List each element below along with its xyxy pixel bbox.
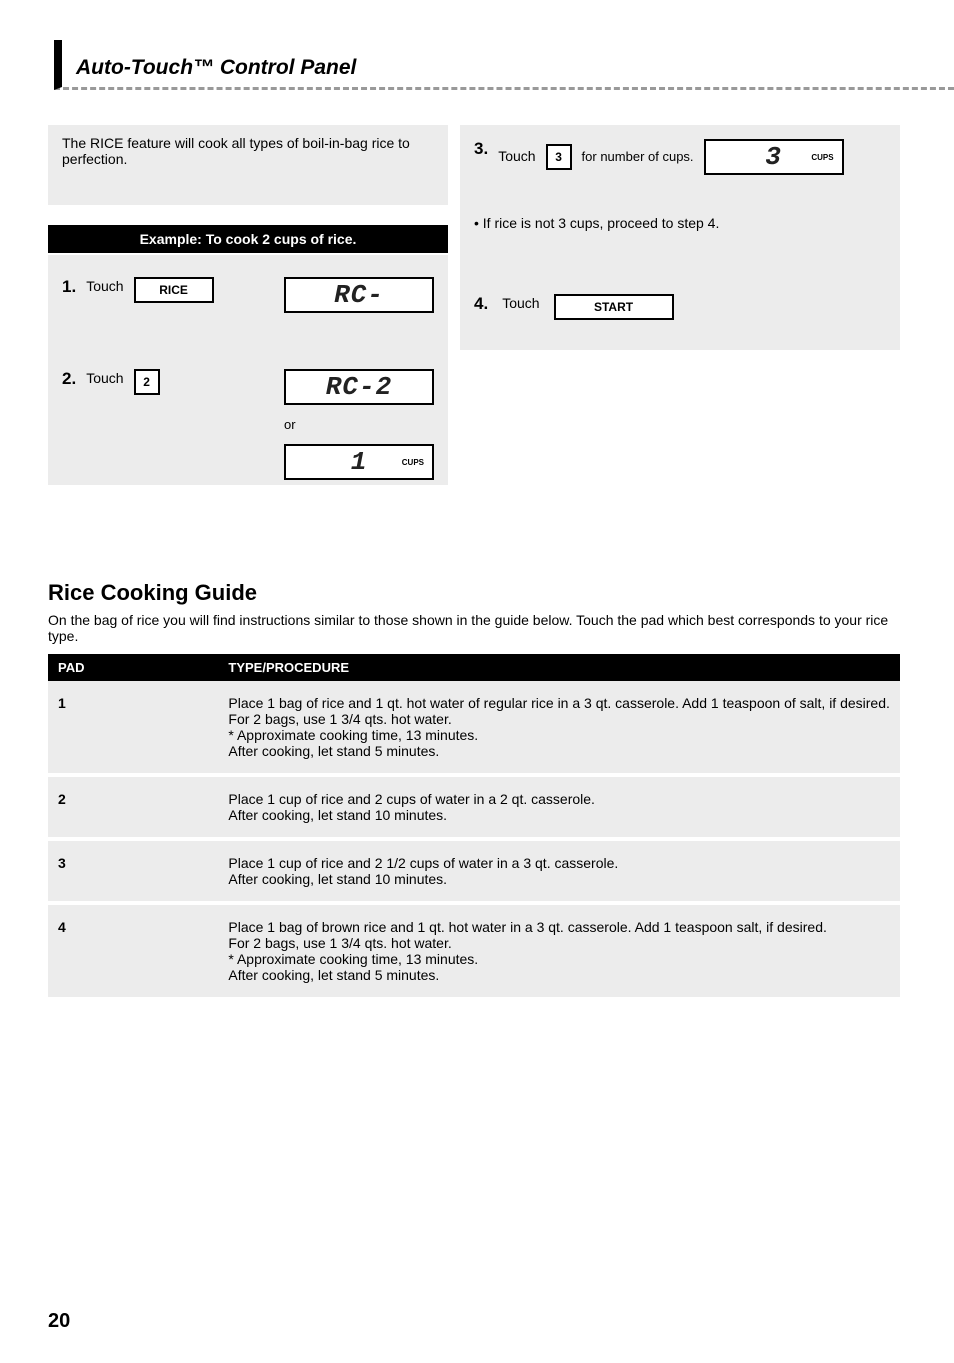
step4-number: 4.: [474, 294, 488, 314]
step3-note: • If rice is not 3 cups, proceed to step…: [474, 215, 886, 231]
step2-lcd-b: 1 CUPS: [284, 444, 434, 480]
guide-header-row: PAD TYPE/PROCEDURE: [48, 654, 900, 681]
proc-cell: Place 1 bag of rice and 1 qt. hot water …: [218, 681, 900, 773]
proc-cell: Place 1 cup of rice and 2 1/2 cups of wa…: [218, 841, 900, 901]
intro-panel: The RICE feature will cook all types of …: [48, 125, 448, 205]
step2-number: 2.: [62, 369, 76, 389]
step-1-panel: 1. Touch RICE RC-: [48, 255, 448, 355]
cups-label-1: CUPS: [402, 458, 424, 467]
guide-title: Rice Cooking Guide: [48, 580, 900, 606]
step4-text: Touch: [502, 294, 539, 314]
step3-number: 3.: [474, 139, 488, 159]
page-title: Auto-Touch™ Control Panel: [76, 56, 356, 80]
table-row: 2 Place 1 cup of rice and 2 cups of wate…: [48, 777, 900, 837]
table-row: 3 Place 1 cup of rice and 2 1/2 cups of …: [48, 841, 900, 901]
table-row: 1 Place 1 bag of rice and 1 qt. hot wate…: [48, 681, 900, 773]
step1-text: Touch: [86, 277, 123, 297]
guide-col2-header: TYPE/PROCEDURE: [218, 654, 900, 681]
step2-text: Touch: [86, 369, 123, 389]
pad-cell: 4: [48, 905, 218, 997]
step3-text-a: Touch: [498, 147, 535, 167]
step2-lcd-b-value: 1: [351, 447, 368, 477]
step3-lcd-value: 3: [765, 142, 782, 172]
cups-label-2: CUPS: [811, 153, 833, 162]
page-number: 20: [48, 1310, 70, 1333]
step2-lcd-a: RC-2: [284, 369, 434, 405]
step1-lcd-value: RC-: [334, 280, 384, 310]
pad-cell: 2: [48, 777, 218, 837]
step1-number: 1.: [62, 277, 76, 297]
step-3-panel: 3. Touch 3 for number of cups. 3 CUPS • …: [460, 125, 900, 280]
start-key: START: [554, 294, 674, 320]
step-2-panel: 2. Touch 2 RC-2 or 1 CUPS: [48, 355, 448, 485]
or-label: or: [284, 417, 434, 432]
proc-cell: Place 1 bag of brown rice and 1 qt. hot …: [218, 905, 900, 997]
step-4-panel: 4. Touch START: [460, 280, 900, 350]
guide-intro: On the bag of rice you will find instruc…: [48, 612, 900, 644]
guide-block: Rice Cooking Guide On the bag of rice yo…: [48, 580, 900, 997]
key-3: 3: [546, 144, 572, 170]
example-header: Example: To cook 2 cups of rice.: [48, 225, 448, 253]
intro-text: The RICE feature will cook all types of …: [62, 135, 410, 167]
key-2: 2: [134, 369, 160, 395]
rice-key: RICE: [134, 277, 214, 303]
step1-lcd: RC-: [284, 277, 434, 313]
guide-col1-header: PAD: [48, 654, 218, 681]
step2-lcd-a-value: RC-2: [326, 372, 392, 402]
step3-text-b: for number of cups.: [582, 148, 694, 166]
proc-cell: Place 1 cup of rice and 2 cups of water …: [218, 777, 900, 837]
step3-lcd: 3 CUPS: [704, 139, 844, 175]
table-row: 4 Place 1 bag of brown rice and 1 qt. ho…: [48, 905, 900, 997]
pad-cell: 3: [48, 841, 218, 901]
pad-cell: 1: [48, 681, 218, 773]
